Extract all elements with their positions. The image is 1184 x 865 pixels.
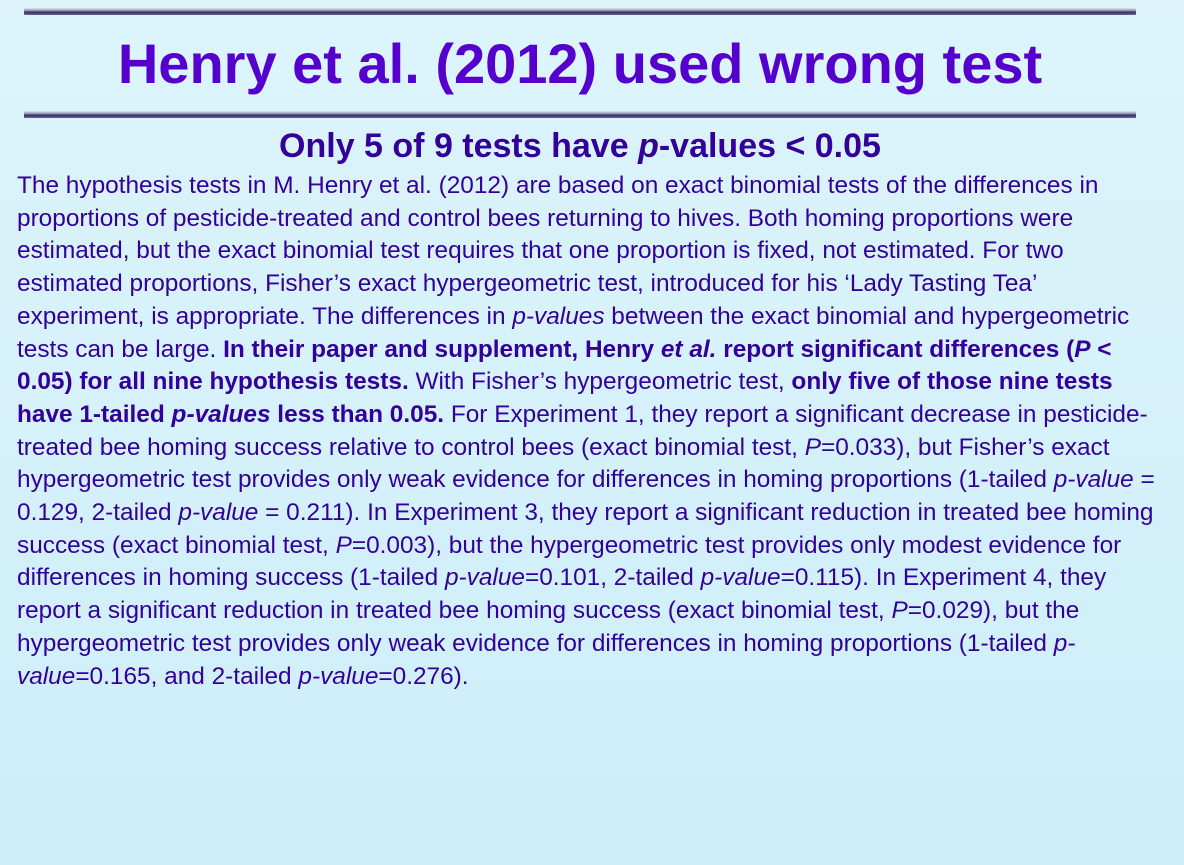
body-run: report significant differences ( bbox=[716, 335, 1075, 363]
subtitle-text-pre: Only 5 of 9 tests have bbox=[279, 127, 639, 165]
body-run: =0.276). bbox=[378, 662, 469, 690]
body-run: For Experiment 1, they report a signific… bbox=[17, 400, 1148, 461]
body-run-italic: p-value bbox=[444, 564, 525, 592]
body-run-bold: only five of those nine tests have 1-tai… bbox=[17, 368, 1113, 428]
body-run-italic: p-value bbox=[1053, 466, 1134, 494]
body-run-italic: P bbox=[335, 531, 352, 559]
body-run: =0.165, and 2-tailed bbox=[75, 662, 299, 690]
body-run: only five of those nine tests have 1-tai… bbox=[17, 368, 1113, 428]
body-run: less than 0.05. bbox=[270, 400, 445, 428]
body-run: The hypothesis tests in M. Henry et al. … bbox=[17, 172, 1099, 330]
body-run: < 0.05) for all nine hypothesis tests. bbox=[17, 335, 1112, 396]
body-run: between the exact binomial and hypergeom… bbox=[17, 302, 1130, 363]
body-run-italic: p-value bbox=[17, 629, 1076, 690]
body-run-italic: P bbox=[891, 597, 908, 625]
body-run-italic: p-value bbox=[700, 564, 781, 592]
subtitle-text-italic: p bbox=[638, 127, 659, 165]
body-run: =0.115). In Experiment 4, they report a … bbox=[17, 564, 1107, 625]
body-run: In their paper and supplement, Henry bbox=[223, 335, 661, 363]
body-run-italic: P bbox=[804, 433, 821, 461]
body-run: = 0.211). In Experiment 3, they report a… bbox=[17, 499, 1154, 559]
body-run-italic: p-values bbox=[512, 302, 605, 330]
body-run: =0.029), but the hypergeometric test pro… bbox=[17, 597, 1080, 657]
slide-title: Henry et al. (2012) used wrong test bbox=[117, 32, 1043, 95]
body-run-italic: P bbox=[1074, 335, 1091, 363]
body-run-italic: p-value bbox=[178, 499, 259, 527]
slide-subtitle: Only 5 of 9 tests have p-values < 0.05 bbox=[0, 124, 1160, 168]
body-run: With Fisher’s hypergeometric test, bbox=[408, 368, 792, 396]
body-run-italic: p-values bbox=[171, 400, 271, 428]
body-run: =0.003), but the hypergeometric test pro… bbox=[17, 531, 1122, 592]
body-run-bold: In their paper and supplement, Henry et … bbox=[17, 336, 1112, 396]
body-run-italic: p-value bbox=[298, 662, 379, 690]
body-run: =0.033), but Fisher’s exact hypergeometr… bbox=[17, 433, 1110, 494]
title-top-rule bbox=[24, 8, 1136, 15]
body-run: = 0.129, 2-tailed bbox=[17, 466, 1155, 527]
body-run-italic: et al. bbox=[660, 335, 717, 363]
body-paragraph: The hypothesis tests in M. Henry et al. … bbox=[17, 170, 1167, 693]
title-bottom-rule bbox=[24, 111, 1136, 118]
subtitle-text-post: -values < 0.05 bbox=[658, 127, 881, 165]
body-run: =0.101, 2-tailed bbox=[524, 564, 701, 592]
